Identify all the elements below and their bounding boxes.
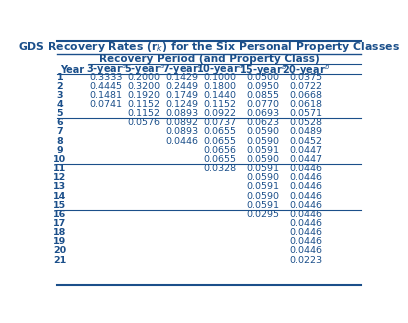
Text: 1: 1 [57,73,63,82]
Text: 0.0500: 0.0500 [246,73,279,82]
Text: 0.0375: 0.0375 [289,73,322,82]
Text: 18: 18 [53,228,67,237]
Text: 0.1152: 0.1152 [128,100,161,109]
Text: 0.2449: 0.2449 [166,82,199,91]
Text: 0.4445: 0.4445 [90,82,123,91]
Text: 0.0591: 0.0591 [246,201,279,210]
Text: 0.0655: 0.0655 [204,128,237,137]
Text: 0.1152: 0.1152 [204,100,237,109]
Text: 4: 4 [57,100,63,109]
Text: 0.1481: 0.1481 [90,91,123,100]
Text: 0.0591: 0.0591 [246,146,279,155]
Text: 0.0893: 0.0893 [166,128,199,137]
Text: 0.0447: 0.0447 [289,146,322,155]
Text: 0.2000: 0.2000 [128,73,161,82]
Text: 0.0446: 0.0446 [289,219,322,228]
Text: 0.0571: 0.0571 [289,109,322,118]
Text: 0.1152: 0.1152 [128,109,161,118]
Text: 0.0446: 0.0446 [289,228,322,237]
Text: Year: Year [60,65,84,75]
Text: 0.0446: 0.0446 [289,237,322,246]
Text: 0.1920: 0.1920 [128,91,161,100]
Text: 7-year$^a$: 7-year$^a$ [162,62,203,77]
Text: 0.0590: 0.0590 [246,192,279,201]
Text: 5: 5 [57,109,63,118]
Text: 0.0295: 0.0295 [246,210,279,219]
Text: 0.0452: 0.0452 [289,137,322,146]
Text: 0.0576: 0.0576 [128,118,161,127]
Text: 0.0655: 0.0655 [204,137,237,146]
Text: 0.0446: 0.0446 [166,137,199,146]
Text: 0.0893: 0.0893 [166,109,199,118]
Text: 0.0446: 0.0446 [289,173,322,182]
Text: 3-year$^a$: 3-year$^a$ [86,62,127,77]
Text: 0.0737: 0.0737 [204,118,237,127]
Text: 7: 7 [57,128,63,137]
Text: 0.0590: 0.0590 [246,155,279,164]
Text: 0.0618: 0.0618 [289,100,322,109]
Text: 0.0328: 0.0328 [204,164,237,173]
Text: 10-year$^a$: 10-year$^a$ [196,62,244,77]
Text: 0.0446: 0.0446 [289,164,322,173]
Text: 0.0722: 0.0722 [289,82,322,91]
Text: 0.0655: 0.0655 [204,155,237,164]
Text: 0.0656: 0.0656 [204,146,237,155]
Text: 0.0591: 0.0591 [246,182,279,192]
Text: 0.1429: 0.1429 [166,73,199,82]
Text: 14: 14 [53,192,67,201]
Text: 0.1249: 0.1249 [166,100,199,109]
Text: 0.0446: 0.0446 [289,246,322,255]
Text: 0.0668: 0.0668 [289,91,322,100]
Text: 9: 9 [57,146,63,155]
Text: 16: 16 [53,210,67,219]
Text: 6: 6 [57,118,63,127]
Text: 0.0741: 0.0741 [90,100,123,109]
Text: 0.0770: 0.0770 [246,100,279,109]
Text: 0.0489: 0.0489 [289,128,322,137]
Text: 0.0528: 0.0528 [289,118,322,127]
Text: 0.1000: 0.1000 [204,73,237,82]
Text: 20-year$^b$: 20-year$^b$ [282,62,330,78]
Text: 12: 12 [53,173,67,182]
Text: 0.0590: 0.0590 [246,137,279,146]
Text: 11: 11 [53,164,67,173]
Text: 15-year$^b$: 15-year$^b$ [239,62,287,78]
Text: 0.1800: 0.1800 [204,82,237,91]
Text: 0.0855: 0.0855 [246,91,279,100]
Text: 13: 13 [53,182,67,192]
Text: 0.0623: 0.0623 [246,118,279,127]
Text: 0.0446: 0.0446 [289,192,322,201]
Text: 0.0446: 0.0446 [289,201,322,210]
Text: 0.0922: 0.0922 [204,109,237,118]
Text: 0.1440: 0.1440 [204,91,237,100]
Text: 15: 15 [53,201,67,210]
Text: 0.0693: 0.0693 [246,109,279,118]
Text: 2: 2 [57,82,63,91]
Text: 5-year$^a$: 5-year$^a$ [124,62,165,77]
Text: 0.0590: 0.0590 [246,173,279,182]
Text: 0.0223: 0.0223 [289,255,322,265]
Text: 10: 10 [53,155,67,164]
Text: 8: 8 [56,137,63,146]
Text: 0.0590: 0.0590 [246,128,279,137]
Text: 0.3333: 0.3333 [90,73,123,82]
Text: 0.3200: 0.3200 [128,82,161,91]
Text: 20: 20 [53,246,67,255]
Text: 21: 21 [53,255,67,265]
Text: 0.0892: 0.0892 [166,118,199,127]
Text: 3: 3 [57,91,63,100]
Text: 0.0950: 0.0950 [246,82,279,91]
Text: 0.0447: 0.0447 [289,155,322,164]
Text: 17: 17 [53,219,67,228]
Text: Recovery Period (and Property Class): Recovery Period (and Property Class) [99,54,319,64]
Text: 0.1749: 0.1749 [166,91,199,100]
Text: 0.0446: 0.0446 [289,210,322,219]
Text: 0.0591: 0.0591 [246,164,279,173]
Text: GDS Recovery Rates (r$_k$) for the Six Personal Property Classes: GDS Recovery Rates (r$_k$) for the Six P… [18,40,400,55]
Text: 0.0446: 0.0446 [289,182,322,192]
Text: 19: 19 [53,237,67,246]
